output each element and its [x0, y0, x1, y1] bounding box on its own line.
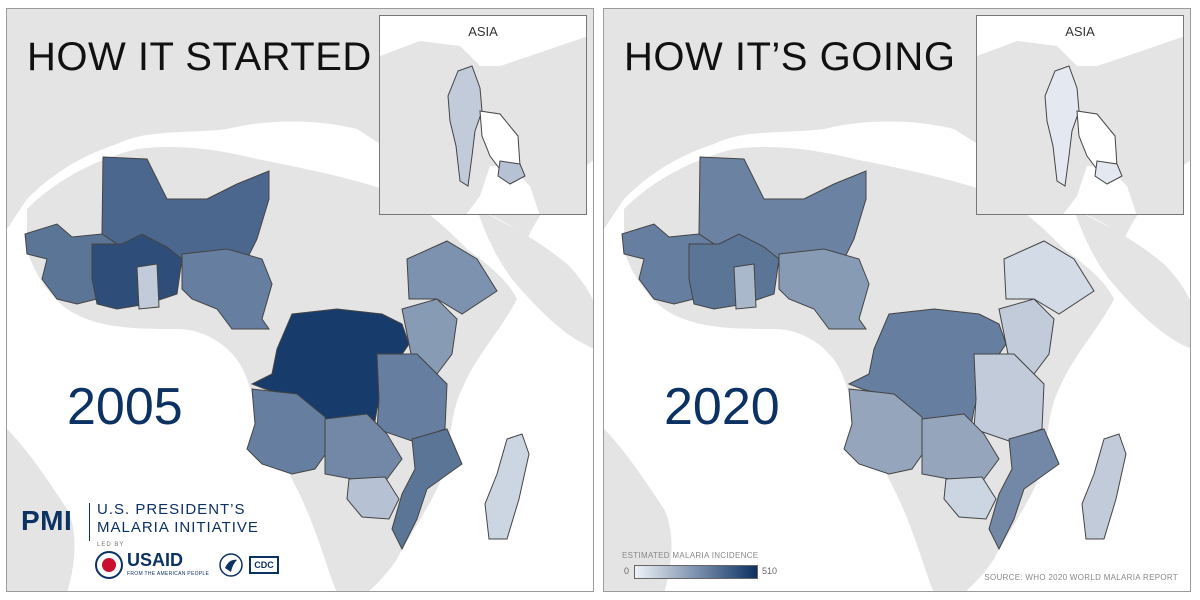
region-mozambique — [391, 428, 463, 551]
pmi-logo-block: PMI U.S. PRESIDENT’S MALARIA INITIATIVE … — [21, 495, 311, 587]
pmi-logo: PMI — [21, 505, 73, 536]
legend-min-label: 0 — [624, 566, 630, 576]
map-2020 — [604, 9, 1191, 592]
region-ethiopia — [406, 240, 498, 315]
region-angola — [843, 388, 927, 475]
region-ghana — [136, 263, 160, 310]
map-panel-2020: HOW IT’S GOING 2020 ASIA ESTIMATED MALAR… — [603, 8, 1191, 592]
panel-year: 2005 — [67, 378, 183, 436]
logo-divider — [89, 503, 90, 541]
region-zimbabwe — [943, 476, 997, 520]
region-myanmar — [447, 65, 483, 187]
usaid-tagline: FROM THE AMERICAN PEOPLE — [127, 571, 210, 577]
region-madagascar — [1081, 433, 1127, 540]
asia-inset: ASIA — [976, 15, 1184, 215]
region-angola — [246, 388, 330, 475]
region-zambia-malawi — [324, 413, 403, 480]
region-ethiopia — [1003, 240, 1095, 315]
region-cameroon — [778, 248, 870, 330]
region-zambia-malawi — [921, 413, 1000, 480]
legend-color-ramp — [634, 565, 758, 579]
map-2005 — [7, 9, 594, 592]
legend-title: ESTIMATED MALARIA INCIDENCE — [622, 551, 759, 560]
panel-title: HOW IT’S GOING — [624, 35, 956, 79]
region-madagascar — [484, 433, 530, 540]
panel-title: HOW IT STARTED — [27, 35, 372, 79]
country-polygons-2020 — [621, 156, 1127, 551]
region-cameroon — [181, 248, 273, 330]
legend-max-label: 510 — [762, 566, 778, 576]
asia-inset: ASIA — [379, 15, 587, 215]
region-cambodia — [497, 160, 526, 185]
pmi-name-line2: MALARIA INITIATIVE — [97, 519, 259, 536]
inset-label: ASIA — [468, 24, 498, 39]
pmi-name-line1: U.S. PRESIDENT’S — [97, 501, 246, 518]
region-mozambique — [988, 428, 1060, 551]
source-note: SOURCE: WHO 2020 WORLD MALARIA REPORT — [984, 573, 1178, 582]
usaid-seal-icon — [95, 551, 123, 579]
region-cambodia — [1094, 160, 1123, 185]
asia-inset-map — [977, 36, 1183, 214]
hhs-eagle-icon — [219, 553, 243, 577]
region-zimbabwe — [346, 476, 400, 520]
led-by-text: LED BY — [97, 542, 125, 548]
region-ghana — [733, 263, 757, 310]
country-polygons-2005 — [24, 156, 530, 551]
incidence-legend: ESTIMATED MALARIA INCIDENCE 0 510 — [622, 551, 782, 585]
cdc-logo: CDC — [249, 556, 279, 574]
map-panel-2005: HOW IT STARTED 2005 ASIA PMI U.S. PRESID… — [6, 8, 594, 592]
usaid-logo: USAID — [127, 550, 184, 570]
panel-year: 2020 — [664, 378, 780, 436]
inset-label: ASIA — [1065, 24, 1095, 39]
asia-inset-map — [380, 36, 586, 214]
region-myanmar — [1044, 65, 1080, 187]
